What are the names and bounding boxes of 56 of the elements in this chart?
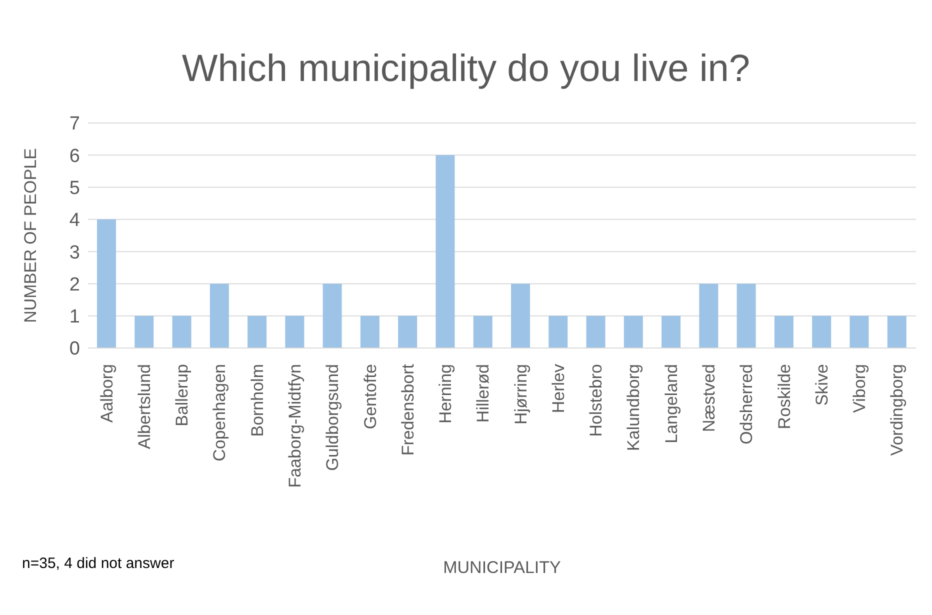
bar [285, 316, 304, 348]
x-tick-label: Hillerød [474, 364, 493, 423]
bar [473, 316, 492, 348]
x-tick-label: Herlev [548, 364, 568, 414]
x-tick-label: Hjørring [511, 364, 530, 424]
bar [699, 284, 718, 348]
y-tick-label: 6 [69, 146, 80, 167]
y-tick-label: 3 [69, 242, 80, 264]
bar [436, 155, 455, 348]
x-axis-title: MUNICIPALITY [443, 558, 561, 577]
bar [172, 316, 192, 348]
y-tick-label: 5 [69, 178, 80, 200]
x-tick-label: Odsherred [737, 364, 756, 444]
bar [322, 284, 342, 348]
bar [210, 284, 229, 348]
x-tick-label: Copenhagen [210, 364, 230, 462]
bar [774, 316, 794, 348]
bar [360, 316, 380, 348]
x-tick-label: Aalborg [97, 364, 116, 423]
x-tick-label: Albertslund [134, 364, 154, 450]
bar [248, 316, 267, 348]
bar [511, 284, 530, 348]
chart-title: Which municipality do you live in? [180, 48, 752, 91]
y-tick-label: 7 [69, 114, 80, 135]
x-tick-label: Faaborg-Midtfyn [286, 364, 304, 488]
x-tick-label: Langeland [662, 364, 681, 444]
bar [812, 316, 832, 348]
x-tick-label: Herning [436, 364, 456, 424]
y-tick-label: 2 [69, 274, 80, 296]
text: n=35, 4 did not answer [22, 555, 174, 572]
bar [97, 219, 116, 348]
x-tick-label: Roskilde [774, 364, 794, 430]
bar [398, 316, 418, 348]
y-tick-label: 4 [69, 210, 80, 232]
x-tick-label: Næstved [700, 364, 718, 432]
x-tick-label: Bornholm [248, 364, 267, 437]
x-tick-label: Fredensbort [398, 364, 418, 456]
y-tick-label: 1 [69, 306, 80, 328]
bar [586, 316, 606, 348]
bar [662, 316, 681, 348]
bar [548, 316, 568, 348]
bar [850, 316, 869, 348]
x-tick-label: Ballerup [172, 364, 192, 426]
x-tick-label: Kalundborg [624, 364, 644, 451]
x-tick-label: Vordingborg [888, 364, 907, 456]
x-tick-label: Gentofte [360, 364, 380, 430]
bar [624, 316, 643, 348]
x-tick-label: Guldborgsund [323, 364, 342, 471]
bar [736, 284, 756, 348]
y-tick-label: 0 [69, 338, 80, 360]
x-tick-label: Holstebro [586, 364, 606, 437]
y-axis-title: NUMBER OF PEOPLE [21, 148, 40, 323]
x-tick-label: Viborg [850, 364, 870, 413]
bar [134, 316, 154, 348]
x-tick-label: Skive [812, 364, 832, 406]
bar [887, 316, 906, 348]
